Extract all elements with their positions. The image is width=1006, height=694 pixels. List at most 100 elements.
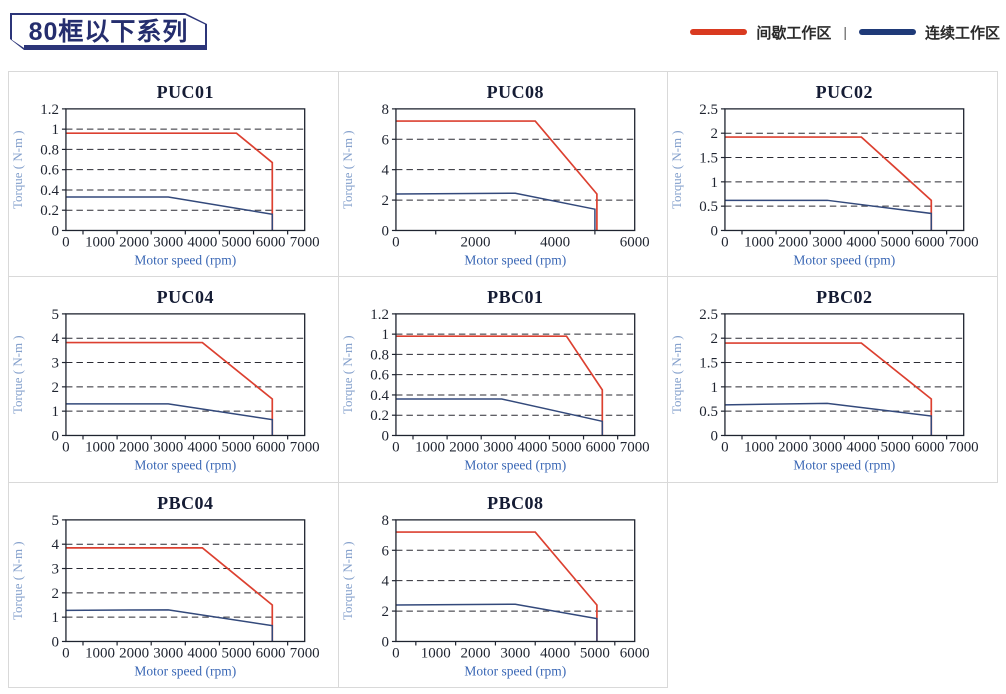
x-tick-label: 7000 [949,440,979,456]
intermittent-zone-line [65,342,274,436]
x-axis-ticks: 0 1000 2000 3000 4000 5000 6000 7000 [722,435,979,456]
gridlines [395,138,635,201]
intermittent-zone-line [725,342,933,436]
y-tick-label: 0.4 [40,183,59,199]
x-tick-label: 0 [722,234,729,250]
x-tick-label: 2000 [460,234,490,250]
x-axis-ticks: 0 1000 2000 3000 4000 5000 6000 7000 [722,230,979,250]
x-tick-label: 6000 [256,440,286,456]
y-axis-ticks: 0 1 2 3 4 5 [51,513,66,650]
x-tick-label: 3000 [153,440,183,456]
chart-title: PBC02 [816,287,872,307]
series-title-tag: 80框以下系列 [10,13,207,50]
x-axis-ticks: 0 1000 2000 3000 4000 5000 6000 7000 [392,435,649,456]
y-tick-label: 2.5 [700,102,719,118]
y-tick-label: 0 [51,223,58,239]
y-axis-label: Torque ( N-m ) [340,541,355,620]
continuous-zone-line [65,196,274,231]
gridlines [65,128,305,211]
legend-label-continuous: 连续工作区 [924,24,1000,42]
x-tick-label: 0 [392,234,399,250]
y-tick-label: 5 [51,513,58,529]
chart-cell-PBC02: 0 0.5 1 1.5 2 2.5 0 1000 2000 3000 4000 5000 6000 700… [668,277,998,483]
plot-frame [724,108,965,232]
y-axis-label: Torque ( N-m ) [669,130,684,209]
chart-cell-PBC08: 0 2 4 6 8 0 1000 2000 3000 4000 5000 6000 PBC08 Motor… [338,482,669,688]
x-tick-label: 0 [392,440,399,456]
x-tick-label: 5000 [580,645,610,661]
chart-canvas-PUC01: 00.20.40.60.811.20 1000 2000 3000 4000 5000 60… [10,82,320,267]
y-tick-label: 0.6 [40,163,59,179]
x-tick-label: 7000 [290,440,320,456]
charts-grid: 0 0.2 0.4 0.6 0.8 1 1.2 0 1000 2000 3000 4000 5000 60… [8,71,998,688]
x-tick-label: 0 [62,440,69,456]
x-tick-label: 2000 [119,234,149,250]
x-tick-label: 7000 [949,234,979,250]
x-tick-label: 4000 [540,645,570,661]
x-tick-label: 2000 [460,645,490,661]
x-tick-label: 4000 [847,440,877,456]
y-tick-label: 1 [51,122,58,138]
x-tick-label: 4000 [847,234,877,250]
y-tick-label: 8 [381,102,388,118]
x-tick-label: 1000 [85,234,115,250]
gridlines [725,338,965,412]
continuous-zone-line [65,403,274,436]
x-axis-label: Motor speed (rpm) [134,663,236,678]
series-title-tag-shape: 80框以下系列 [10,13,207,50]
chart-title: PUC02 [816,82,873,102]
y-tick-label: 1 [51,610,58,626]
x-tick-label: 3000 [813,234,843,250]
x-axis-label: Motor speed (rpm) [464,663,566,678]
x-tick-label: 5000 [881,234,911,250]
y-tick-label: 1 [51,404,58,420]
series-title-tag-bottom-bar [24,45,207,50]
x-axis-ticks: 0 1000 2000 3000 4000 5000 6000 7000 [62,230,320,250]
y-tick-label: 8 [381,513,388,529]
y-tick-label: 0 [711,223,718,239]
y-tick-label: 0 [51,429,58,445]
y-tick-label: 1 [711,175,718,191]
y-tick-label: 0 [711,429,718,445]
chart-canvas-PBC02: 0 0.5 1 1.5 2 2.5 0 1000 2000 3000 4000 5000 6000 700… [669,287,979,472]
x-tick-label: 3000 [153,234,183,250]
chart-canvas-PBC01: 00.20.40.60.811.20 1000 2000 3000 4000 5000 60… [340,287,650,472]
x-axis-label: Motor speed (rpm) [134,458,236,473]
y-tick-label: 1 [711,380,718,396]
x-tick-label: 5000 [222,645,252,661]
y-tick-label: 2 [51,380,58,396]
continuous-zone-line [65,608,274,642]
chart-title: PUC01 [157,82,214,102]
x-axis-ticks: 0 1000 2000 3000 4000 5000 6000 [392,641,649,661]
x-tick-label: 6000 [619,645,649,661]
chart-cell-PBC04: 0 1 2 3 4 5 0 1000 2000 3000 4000 5000 6000 7000 PBC04… [9,482,339,688]
x-tick-label: 1000 [85,440,115,456]
y-tick-label: 3 [51,356,58,372]
y-axis-ticks: 0 2 4 6 8 [381,102,396,239]
x-tick-label: 4000 [187,645,217,661]
legend-swatch-continuous-icon [858,29,916,35]
y-tick-label: 4 [381,573,389,589]
y-tick-label: 6 [381,543,389,559]
continuous-zone-line [395,603,598,642]
gridlines [65,338,305,412]
x-axis-ticks: 0 1000 2000 3000 4000 5000 6000 7000 [62,435,320,456]
chart-cell-PUC02: 0 0.5 1 1.5 2 2.5 0 1000 2000 3000 4000 5000 6000 700… [668,72,998,278]
y-tick-label: 0 [381,634,388,650]
plot-frame [394,108,636,232]
x-tick-label: 3000 [153,645,183,661]
continuous-zone-line [395,192,596,231]
x-tick-label: 7000 [619,440,649,456]
intermittent-zone-line [725,136,933,231]
series-title: 80框以下系列 [28,17,189,46]
continuous-zone-line [395,398,603,436]
x-axis-label: Motor speed (rpm) [464,252,566,267]
chart-canvas-PUC08: 0 2 4 6 8 0 2000 4000 6000 PUC08 Motor speed (rpm)… [340,82,650,267]
y-tick-label: 0.8 [370,348,389,364]
y-tick-label: 0.5 [700,404,719,420]
x-tick-label: 1000 [744,234,774,250]
gridlines [65,543,305,618]
x-tick-label: 2000 [449,440,479,456]
y-tick-label: 0.4 [370,388,389,404]
x-tick-label: 2000 [779,234,809,250]
